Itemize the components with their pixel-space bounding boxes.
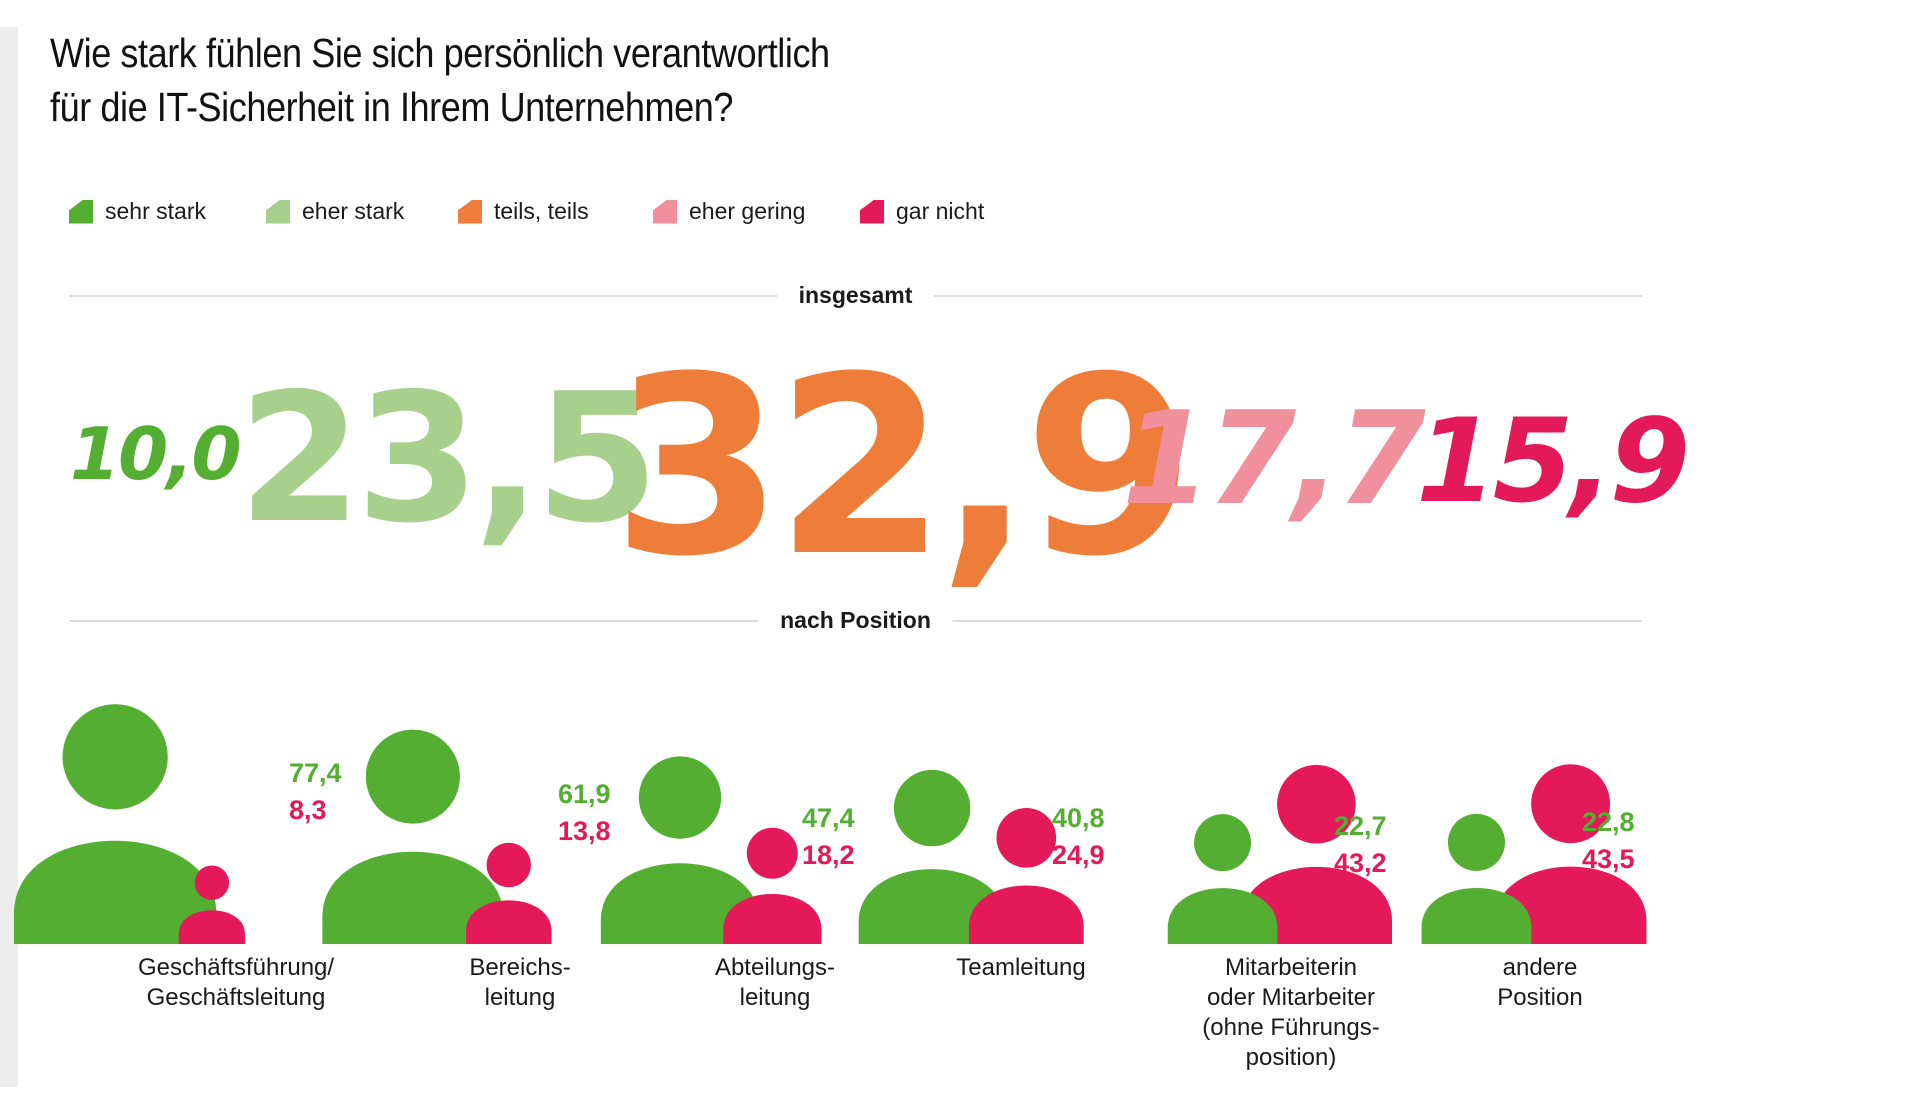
value-sehr-stark: 10,0 xyxy=(70,412,242,496)
value-green-2: 47,4 xyxy=(802,803,855,833)
legend-item-eher-gering: eher gering xyxy=(653,198,805,225)
person-pink-3-head xyxy=(996,807,1057,868)
section-divider-position: nach Position xyxy=(69,605,1642,635)
legend-item-teils-teils: teils, teils xyxy=(458,198,589,225)
persons-svg xyxy=(13,704,1647,944)
title-line-1: Wie stark fühlen Sie sich persönlich ver… xyxy=(50,30,830,76)
person-green-5-head xyxy=(1447,813,1506,871)
person-pink-0-head xyxy=(194,865,230,900)
legend-swatch-icon xyxy=(266,199,290,224)
person-green-1-head xyxy=(365,729,460,824)
position-chart: 77,4 8,3 61,9 13,8 47,4 18,2 40,8 24,9 2… xyxy=(0,700,1920,1100)
value-pink-3: 24,9 xyxy=(1052,840,1105,870)
value-green-3: 40,8 xyxy=(1052,803,1105,833)
value-eher-gering: 17,7 xyxy=(1122,385,1426,534)
person-green-4-body xyxy=(1167,888,1278,944)
legend-item-gar-nicht: gar nicht xyxy=(860,198,984,225)
value-green-0: 77,4 xyxy=(289,758,342,788)
section-label-overall: insgesamt xyxy=(776,280,935,310)
person-green-3-head xyxy=(893,769,971,847)
label-line: Position xyxy=(1497,984,1583,1011)
label-line: position) xyxy=(1245,1044,1337,1071)
person-pink-5-body xyxy=(1494,866,1647,944)
person-pink-4-head xyxy=(1277,764,1356,844)
person-pink-5 xyxy=(1494,764,1647,944)
person-pink-4-body xyxy=(1240,866,1393,944)
person-green-5-body xyxy=(1421,887,1532,944)
person-pink-2-head xyxy=(746,827,798,879)
person-green-2 xyxy=(600,756,760,944)
legend-item-eher-stark: eher stark xyxy=(266,198,404,225)
label-line: Teamleitung xyxy=(956,954,1086,981)
value-eher-stark: 23,5 xyxy=(238,355,659,562)
person-pink-2-body xyxy=(723,893,822,944)
person-green-2-head xyxy=(638,756,722,839)
position-label-4: Mitarbeiterin oder Mitarbeiter (ohne Füh… xyxy=(1161,953,1421,1073)
legend-label: eher stark xyxy=(302,198,405,224)
value-green-1: 61,9 xyxy=(558,779,611,809)
person-green-1 xyxy=(322,729,504,944)
person-green-3-body xyxy=(858,869,1006,944)
value-pink-2: 18,2 xyxy=(802,840,855,870)
value-pink-5: 43,5 xyxy=(1582,844,1635,874)
person-green-1-body xyxy=(322,851,504,944)
label-line: Bereichs- xyxy=(469,954,571,981)
label-line: leitung xyxy=(484,984,556,1011)
value-teils-teils: 32,9 xyxy=(612,325,1195,611)
person-pink-3-body xyxy=(968,885,1084,944)
person-pink-5-head xyxy=(1531,764,1611,844)
person-pink-1-body xyxy=(466,900,552,944)
value-pink-0: 8,3 xyxy=(289,795,327,825)
legend-label: teils, teils xyxy=(494,198,589,224)
person-green-0-body xyxy=(13,840,217,944)
legend-label: sehr stark xyxy=(105,198,206,224)
value-gar-nicht: 15,9 xyxy=(1416,394,1690,529)
label-line: Geschäftsleitung xyxy=(146,984,326,1011)
value-pink-4: 43,2 xyxy=(1334,848,1387,878)
person-pink-0-body xyxy=(178,910,245,944)
legend-label: gar nicht xyxy=(896,198,985,224)
chart-title: Wie stark fühlen Sie sich persönlich ver… xyxy=(50,26,830,134)
person-green-4-head xyxy=(1194,814,1252,872)
person-pink-4 xyxy=(1240,764,1393,944)
section-label-position: nach Position xyxy=(758,605,953,635)
position-label-3: Teamleitung xyxy=(891,953,1151,983)
section-divider-overall: insgesamt xyxy=(69,280,1642,310)
legend-swatch-icon xyxy=(69,199,93,224)
person-green-4 xyxy=(1167,814,1278,944)
side-accent-bar xyxy=(0,27,18,1087)
legend-swatch-icon xyxy=(860,199,884,224)
legend-item-sehr-stark: sehr stark xyxy=(69,198,206,225)
label-line: leitung xyxy=(739,984,811,1011)
person-pink-1 xyxy=(466,842,552,944)
person-pink-0 xyxy=(178,865,245,944)
person-green-0 xyxy=(13,704,217,944)
label-line: (ohne Führungs- xyxy=(1202,1014,1380,1041)
label-line: Mitarbeiterin xyxy=(1224,954,1358,981)
person-pink-2 xyxy=(723,827,822,944)
person-pink-1-head xyxy=(486,842,531,888)
label-line: Abteilungs- xyxy=(714,954,836,981)
person-green-2-body xyxy=(600,863,760,944)
position-label-0: Geschäftsführung/ Geschäftsleitung xyxy=(106,953,366,1013)
person-green-0-head xyxy=(62,704,168,810)
position-label-1: Bereichs- leitung xyxy=(390,953,650,1013)
person-pink-3 xyxy=(968,807,1084,944)
person-green-5 xyxy=(1421,813,1532,944)
label-line: Geschäftsführung/ xyxy=(137,954,335,981)
legend-swatch-icon xyxy=(458,199,482,224)
label-line: andere xyxy=(1502,954,1578,981)
position-label-2: Abteilungs- leitung xyxy=(645,953,905,1013)
legend-label: eher gering xyxy=(689,198,806,224)
label-line: oder Mitarbeiter xyxy=(1206,984,1376,1011)
value-green-5: 22,8 xyxy=(1582,807,1635,837)
value-pink-1: 13,8 xyxy=(558,816,611,846)
person-green-3 xyxy=(858,769,1006,944)
value-green-4: 22,7 xyxy=(1334,811,1387,841)
title-line-2: für die IT-Sicherheit in Ihrem Unternehm… xyxy=(50,84,733,130)
legend-swatch-icon xyxy=(653,199,677,224)
position-label-5: andere Position xyxy=(1410,953,1670,1013)
